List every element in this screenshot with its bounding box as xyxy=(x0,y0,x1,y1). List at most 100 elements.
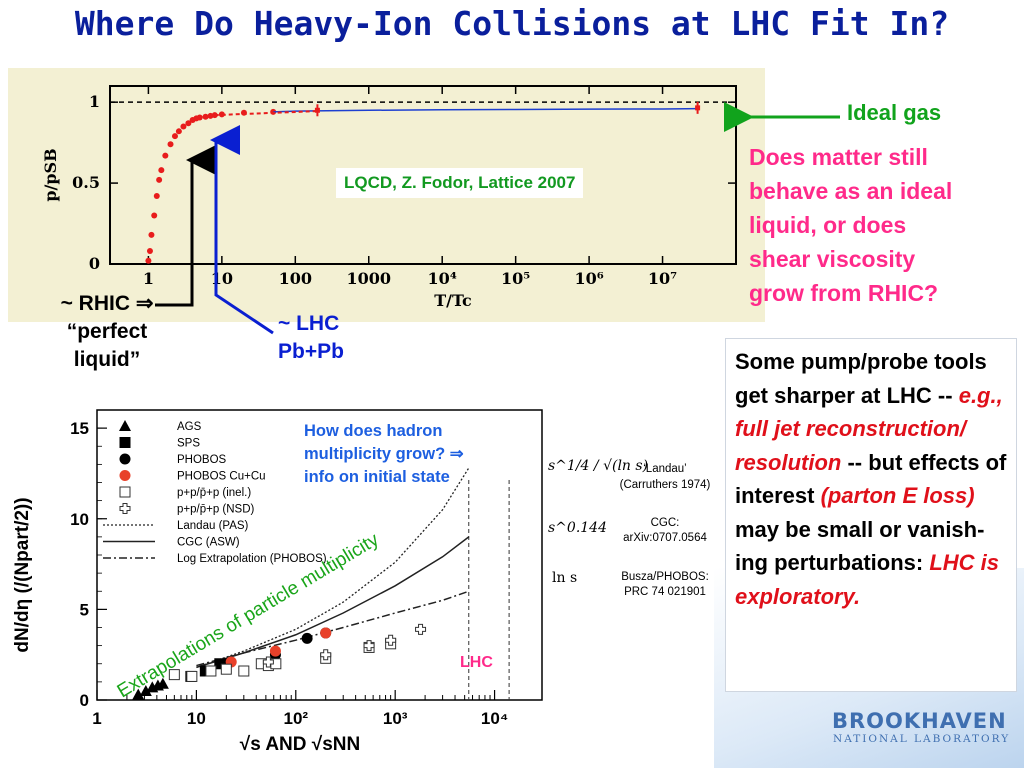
lqcd-y-tick-label: 1 xyxy=(89,92,100,111)
mult-data-point xyxy=(214,658,226,670)
mult-legend-marker xyxy=(119,470,131,481)
lqcd-x-tick-label: 100 xyxy=(279,269,312,288)
lqcd-y-axis-label: p/pSB xyxy=(41,148,60,201)
brookhaven-logo: BROOKHAVEN xyxy=(832,709,1007,733)
lqcd-x-tick-label: 10⁴ xyxy=(428,269,457,288)
question-line: shear viscosity xyxy=(749,246,916,272)
mult-data-point xyxy=(385,634,397,646)
mult-data-point xyxy=(269,645,281,657)
hadron-multiplicity-question: How does hadron multiplicity grow? ⇒ inf… xyxy=(304,420,464,489)
mult-legend-marker xyxy=(119,437,131,448)
hadron-q-line: How does hadron xyxy=(304,422,443,440)
mult-model-note: PRC 74 021901 xyxy=(624,586,706,598)
lqcd-y-tick-label: 0 xyxy=(89,254,100,273)
lqcd-y-tick-label: 0.5 xyxy=(72,173,100,192)
lqcd-data-point xyxy=(185,120,192,127)
pump-probe-text: Some pump/probe tools get sharper at LHC… xyxy=(735,345,1013,613)
question-line: liquid, or does xyxy=(749,212,907,238)
pump-part4: (parton E loss) xyxy=(820,483,975,508)
mult-legend-marker xyxy=(119,420,131,431)
lqcd-x-tick-label: 10⁵ xyxy=(501,269,530,288)
mult-data-point xyxy=(301,632,313,644)
lqcd-x-tick-label: 10⁶ xyxy=(574,269,603,288)
mult-legend-marker xyxy=(119,503,131,514)
mult-legend-label: PHOBOS Cu+Cu xyxy=(177,471,266,483)
lqcd-data-point xyxy=(153,193,160,200)
lqcd-x-axis-label: T/Tc xyxy=(434,291,472,310)
lqcd-x-tick-label: 10⁷ xyxy=(648,269,677,288)
mult-data-point xyxy=(205,665,217,677)
pump-part2: e.g., full jet reconstruction/ resolutio… xyxy=(735,382,1003,475)
mult-y-tick-label: 5 xyxy=(80,600,89,619)
mult-formula-log: ln s xyxy=(552,570,577,586)
mult-data-point xyxy=(132,688,145,700)
lqcd-x-tick-label: 1 xyxy=(143,269,154,288)
rhic-line: ~ RHIC ⇒ xyxy=(60,292,154,315)
mult-legend-label: Landau (PAS) xyxy=(177,520,249,532)
mult-data-point xyxy=(220,663,232,675)
mult-y-tick-label: 0 xyxy=(80,691,89,710)
pump-part5: may be small or vanish-ing perturbations… xyxy=(735,516,985,576)
lqcd-data-point xyxy=(151,212,158,219)
question-line: behave as an ideal xyxy=(749,178,953,204)
mult-y-tick-label: 10 xyxy=(70,510,89,529)
mult-x-tick-label: 10 xyxy=(187,709,206,728)
mult-legend-label: p+p/p̄+p (inel.) xyxy=(177,487,251,499)
lqcd-data-point xyxy=(145,257,152,264)
multiplicity-chart-frame: 1 10 10² 10³ 10⁴ 0 5 10 15 √s AND √sNN dN/dη (/(Np… xyxy=(0,398,720,768)
mult-data-point xyxy=(262,656,274,668)
mult-plot-area xyxy=(96,409,543,701)
mult-data-point xyxy=(168,669,180,681)
pump-part6: LHC is exploratory. xyxy=(735,550,1000,609)
brookhaven-logo-subtitle: NATIONAL LABORATORY xyxy=(833,733,1011,745)
lqcd-data-point xyxy=(180,123,187,130)
lqcd-x-tick-label: 1000 xyxy=(346,269,391,288)
mult-model-note: ‘Landau’ xyxy=(643,463,686,475)
ideal-liquid-question: Does matter still behave as an ideal liq… xyxy=(749,140,1019,310)
lqcd-data-point xyxy=(167,141,174,148)
hadron-q-line: info on initial state xyxy=(304,468,450,486)
mult-y-axis-label: dN/dη (/(Npart/2)) xyxy=(12,497,33,652)
pump-probe-box xyxy=(725,338,1017,692)
mult-legend-label: AGS xyxy=(177,421,202,433)
lhc-energy-label: LHC xyxy=(460,654,493,671)
ideal-gas-label: Ideal gas xyxy=(847,100,942,125)
mult-x-tick-label: 1 xyxy=(92,709,101,728)
lqcd-data-point xyxy=(162,152,169,159)
mult-legend-label: CGC (ASW) xyxy=(177,537,240,549)
rhic-arrow xyxy=(155,145,216,307)
question-line: grow from RHIC? xyxy=(749,280,939,306)
mult-model-note: CGC: xyxy=(651,517,680,529)
mult-x-tick-label: 10² xyxy=(283,709,308,728)
lqcd-data-point xyxy=(156,176,163,183)
mult-data-point xyxy=(363,640,375,652)
slide-title: Where Do Heavy-Ion Collisions at LHC Fit… xyxy=(74,4,950,43)
lqcd-data-point xyxy=(196,114,203,121)
lqcd-error-point xyxy=(695,105,701,111)
mult-x-axis-label: √s AND √sNN xyxy=(240,734,360,755)
mult-data-point xyxy=(320,627,332,639)
mult-y-tick-label: 15 xyxy=(70,419,89,438)
multiplicity-chart: 1 10 10² 10³ 10⁴ 0 5 10 15 √s AND √sNN dN/dη (/(Np… xyxy=(12,409,711,755)
hadron-q-line: multiplicity grow? ⇒ xyxy=(304,445,464,463)
question-line: Does matter still xyxy=(749,144,928,170)
lqcd-data-point xyxy=(148,231,155,238)
mult-data-point xyxy=(156,677,169,689)
lhc-line: ~ LHC xyxy=(278,312,340,335)
lhc-pbpb-label: ~ LHC Pb+Pb xyxy=(278,310,344,366)
lqcd-data-point xyxy=(146,248,153,255)
mult-legend-marker xyxy=(119,486,131,498)
mult-model-note: Busza/PHOBOS: xyxy=(621,571,709,583)
pump-part1: Some pump/probe tools get sharper at LHC… xyxy=(735,349,987,408)
mult-legend-label: p+p/p̄+p (NSD) xyxy=(177,504,255,516)
lhc-line: Pb+Pb xyxy=(278,340,344,363)
lqcd-data-point xyxy=(175,128,182,135)
mult-data-point xyxy=(415,623,427,635)
mult-legend-label: Log Extrapolation (PHOBOS) xyxy=(177,553,327,565)
lqcd-data-point xyxy=(202,113,209,120)
mult-formula-cgc: s^0.144 xyxy=(548,520,607,536)
mult-x-tick-label: 10³ xyxy=(383,709,408,728)
rhic-line: liquid” xyxy=(73,348,141,371)
rhic-line: “perfect xyxy=(66,320,148,343)
